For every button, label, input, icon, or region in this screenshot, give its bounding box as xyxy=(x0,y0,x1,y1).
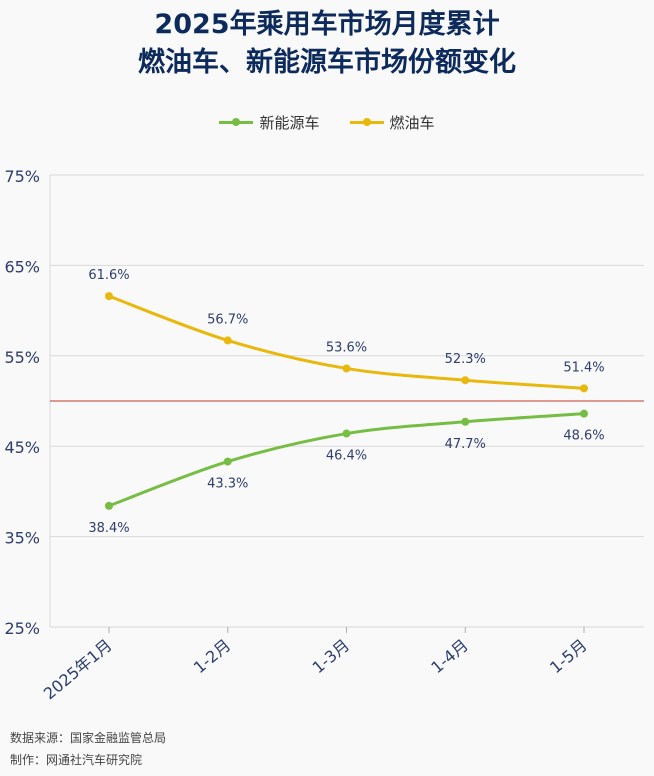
legend-swatch-fuel xyxy=(349,118,384,126)
data-point-nev xyxy=(580,409,588,418)
y-tick-label: 55% xyxy=(4,348,40,367)
x-tick-label: 1-5月 xyxy=(546,636,590,678)
chart-title: 2025年乘用车市场月度累计 燃油车、新能源车市场份额变化 xyxy=(0,6,654,82)
x-tick-label: 2025年1月 xyxy=(40,636,116,704)
data-point-fuel xyxy=(342,364,351,373)
data-label-fuel: 53.6% xyxy=(326,340,367,355)
data-point-fuel xyxy=(223,336,232,345)
data-point-fuel xyxy=(105,292,113,301)
y-tick-label: 25% xyxy=(4,619,40,638)
y-tick-label: 45% xyxy=(4,438,40,457)
y-tick-label: 35% xyxy=(4,529,40,548)
x-tick-label: 1-2月 xyxy=(190,636,234,678)
legend: 新能源车 燃油车 xyxy=(0,112,654,133)
y-tick-label: 65% xyxy=(4,257,40,276)
x-tick-label: 1-3月 xyxy=(309,636,353,678)
data-label-nev: 38.4% xyxy=(88,521,129,536)
data-point-nev xyxy=(223,457,232,466)
footer-source: 数据来源：国家金融监管总局 xyxy=(10,731,167,745)
data-label-nev: 48.6% xyxy=(563,429,604,444)
data-point-fuel xyxy=(580,384,588,393)
footer-producer: 制作：网通社汽车研究院 xyxy=(10,753,143,767)
legend-label-fuel: 燃油车 xyxy=(389,114,435,132)
data-point-nev xyxy=(342,429,351,438)
data-point-nev xyxy=(105,501,113,510)
chart-title-line1: 2025年乘用车市场月度累计 xyxy=(154,9,500,40)
data-point-nev xyxy=(461,417,470,426)
legend-label-nev: 新能源车 xyxy=(259,114,320,132)
legend-swatch-nev xyxy=(219,118,254,126)
legend-item-fuel: 燃油车 xyxy=(349,112,435,133)
data-label-fuel: 61.6% xyxy=(88,268,129,283)
chart-title-line2: 燃油车、新能源车市场份额变化 xyxy=(138,47,516,78)
data-label-nev: 43.3% xyxy=(207,477,248,492)
legend-item-nev: 新能源车 xyxy=(219,112,320,133)
data-label-fuel: 56.7% xyxy=(207,312,248,327)
data-label-nev: 47.7% xyxy=(445,437,486,452)
data-label-fuel: 51.4% xyxy=(563,360,604,375)
data-label-fuel: 52.3% xyxy=(445,352,486,367)
y-tick-label: 75% xyxy=(4,167,40,186)
data-label-nev: 46.4% xyxy=(326,449,367,464)
data-point-fuel xyxy=(461,376,470,385)
x-tick-label: 1-4月 xyxy=(427,636,471,678)
